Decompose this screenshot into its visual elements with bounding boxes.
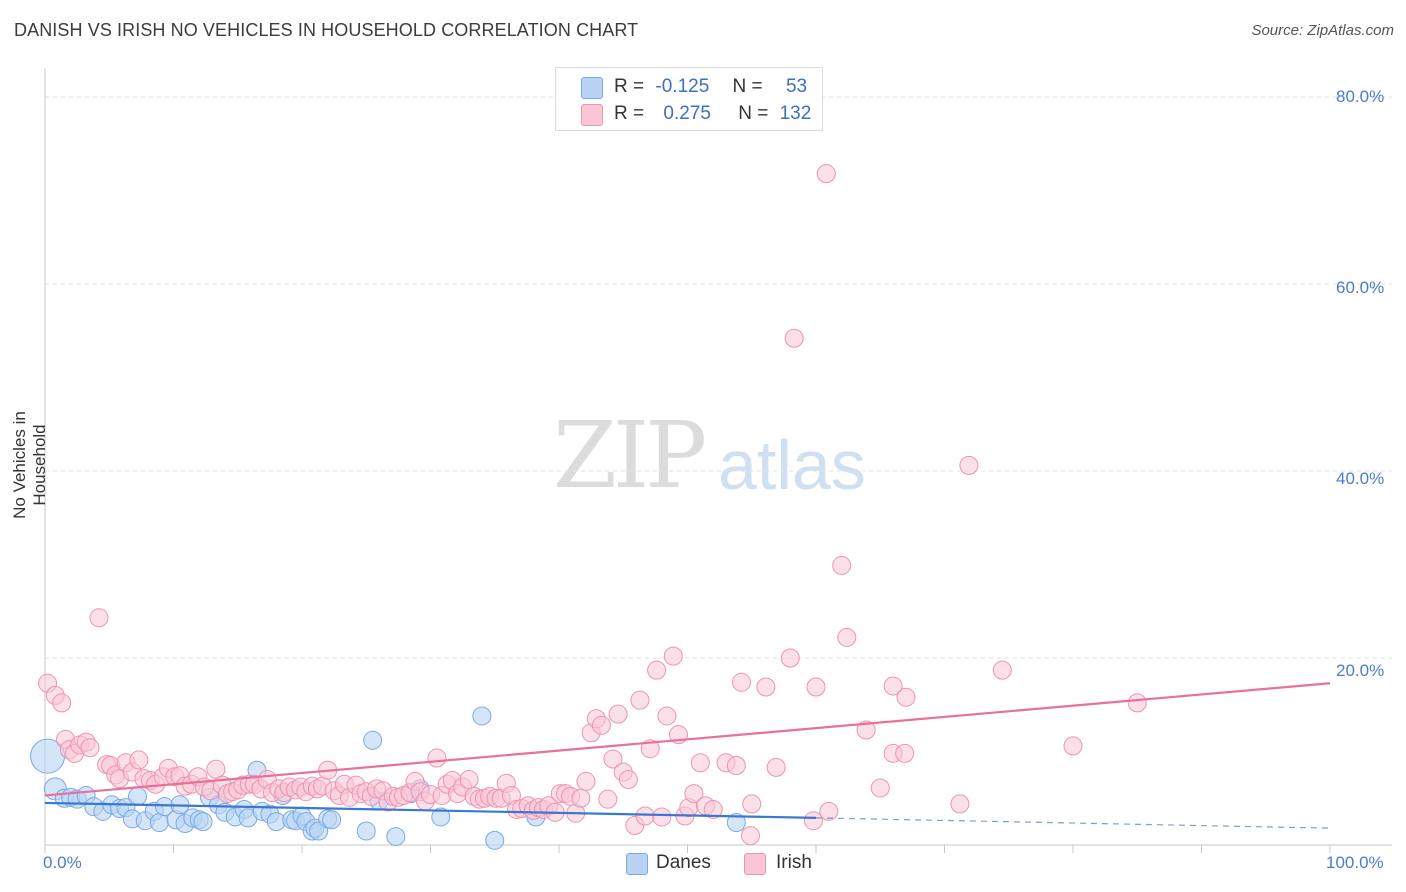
- danes-trend-extension: [815, 817, 1331, 829]
- y-axis-label: No Vehicles in Household: [10, 411, 49, 519]
- irish-point-110: [647, 660, 667, 680]
- x-tick-label-100: 100.0%: [1326, 853, 1384, 872]
- danes-point-46: [386, 827, 406, 847]
- danes-swatch: [581, 77, 603, 99]
- chart-title: DANISH VS IRISH NO VEHICLES IN HOUSEHOLD…: [14, 20, 639, 40]
- irish-point-127: [766, 757, 786, 777]
- irish-point-29: [206, 759, 226, 779]
- irish-point-122: [726, 756, 746, 776]
- r-value: 0.275: [663, 103, 711, 124]
- irish-point-135: [837, 627, 857, 647]
- danes-point-44: [363, 730, 383, 750]
- y-tick-label-40: 40.0%: [1336, 469, 1385, 488]
- irish-point-97: [576, 771, 596, 791]
- irish-point-109: [640, 739, 660, 759]
- irish-point-124: [740, 826, 760, 846]
- r-value: -0.125: [655, 76, 710, 97]
- irish-point-75: [459, 770, 479, 790]
- irish-point-134: [832, 555, 852, 575]
- n-label: N =: [738, 103, 769, 124]
- irish-point-101: [598, 789, 618, 809]
- x-tick-label-0: 0.0%: [43, 853, 82, 872]
- trend-lines: [44, 682, 1331, 829]
- irish-point-139: [895, 743, 915, 763]
- danes-trend-line: [44, 801, 817, 819]
- irish-point-136: [856, 720, 876, 740]
- irish-point-145: [1063, 736, 1083, 756]
- irish-point-100: [591, 715, 611, 735]
- irish-point-137: [870, 778, 890, 798]
- danes-point-51: [485, 830, 505, 850]
- legend-row-irish: R = 0.275 N = 132: [614, 103, 811, 127]
- danes-point-43: [356, 821, 376, 841]
- irish-point-111: [652, 807, 672, 827]
- irish-point-120: [703, 799, 723, 819]
- irish-point-96: [571, 788, 591, 808]
- stats-legend: R = -0.125 N = 53 R = 0.275 N = 132: [555, 67, 823, 131]
- irish-point-105: [618, 770, 638, 790]
- danes-point-49: [431, 807, 451, 827]
- danes-point-42: [322, 810, 342, 830]
- irish-point-141: [896, 687, 916, 707]
- irish-point-108: [635, 806, 655, 826]
- r-label: R =: [614, 103, 645, 124]
- watermark-zip: ZIP: [553, 402, 707, 509]
- irish-point-129: [803, 811, 823, 831]
- irish-point-132: [819, 801, 839, 821]
- y-tick-label-80: 80.0%: [1336, 87, 1385, 106]
- irish-point-146: [1127, 693, 1147, 713]
- irish-point-16: [129, 750, 149, 770]
- irish-point-133: [784, 328, 804, 348]
- irish-legend-label: Irish: [776, 852, 812, 873]
- irish-point-2: [52, 693, 72, 713]
- irish-point-117: [684, 784, 704, 804]
- axes: [44, 68, 1392, 853]
- irish-point-143: [959, 455, 979, 475]
- danes-point-50: [472, 706, 492, 726]
- irish-point-9: [89, 608, 109, 628]
- y-tick-label-60: 60.0%: [1336, 278, 1385, 297]
- irish-point-144: [992, 660, 1012, 680]
- irish-point-123: [731, 672, 751, 692]
- source-credit: Source: ZipAtlas.com: [1251, 22, 1394, 39]
- irish-point-113: [663, 646, 683, 666]
- irish-point-126: [756, 677, 776, 697]
- danes-point-12: [128, 786, 148, 806]
- irish-legend-swatch: [744, 853, 766, 875]
- irish-points: [38, 164, 1147, 846]
- irish-point-128: [780, 648, 800, 668]
- danes-points: [30, 706, 746, 850]
- irish-trend-line: [44, 682, 1331, 797]
- grid-lines: [45, 96, 1392, 659]
- irish-point-102: [603, 749, 623, 769]
- r-label: R =: [614, 76, 645, 97]
- irish-point-142: [950, 794, 970, 814]
- n-value: 132: [779, 103, 812, 124]
- irish-point-112: [657, 706, 677, 726]
- watermark-atlas: atlas: [718, 426, 866, 504]
- irish-point-131: [816, 164, 836, 184]
- danes-point-22: [193, 812, 213, 832]
- irish-point-103: [608, 704, 628, 724]
- irish-point-125: [742, 794, 762, 814]
- danes-point-15: [149, 813, 169, 833]
- n-value: 53: [785, 76, 808, 97]
- irish-swatch: [581, 104, 603, 126]
- y-tick-label-20: 20.0%: [1336, 661, 1385, 680]
- danes-legend-label: Danes: [656, 852, 711, 873]
- n-label: N =: [732, 76, 763, 97]
- irish-point-140: [883, 676, 903, 696]
- irish-point-107: [630, 690, 650, 710]
- irish-point-130: [806, 677, 826, 697]
- irish-point-118: [690, 753, 710, 773]
- irish-point-8: [80, 738, 100, 758]
- irish-point-69: [427, 748, 447, 768]
- danes-legend-swatch: [626, 853, 648, 875]
- danes-point-53: [726, 813, 746, 833]
- legend-row-danes: R = -0.125 N = 53: [614, 76, 807, 100]
